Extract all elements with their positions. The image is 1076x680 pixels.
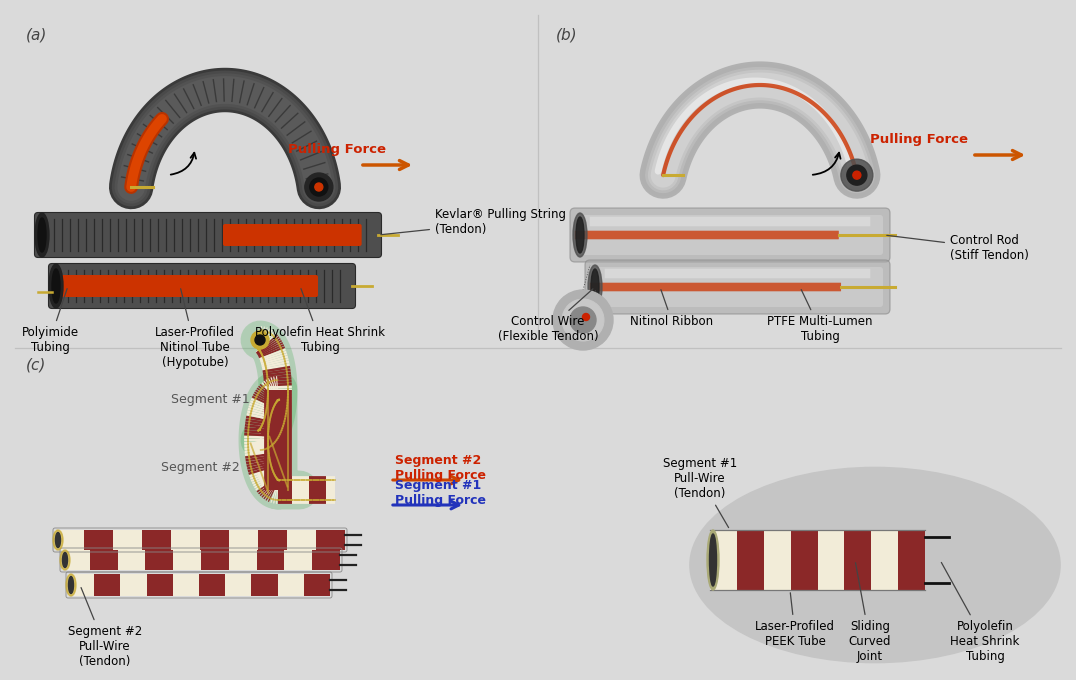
Bar [872, 530, 898, 590]
Text: (b): (b) [556, 28, 578, 43]
FancyBboxPatch shape [590, 217, 870, 226]
Bar [142, 530, 171, 550]
Text: Kevlar® Pulling String
(Tendon): Kevlar® Pulling String (Tendon) [381, 208, 566, 236]
Bar [303, 574, 330, 596]
Ellipse shape [60, 550, 70, 570]
Ellipse shape [56, 532, 60, 547]
Bar [284, 550, 312, 570]
Bar [89, 550, 117, 570]
Bar [55, 530, 84, 550]
FancyBboxPatch shape [223, 224, 362, 246]
Bar [710, 530, 737, 590]
Ellipse shape [69, 577, 73, 594]
Bar [173, 550, 201, 570]
Text: (a): (a) [26, 28, 47, 43]
FancyBboxPatch shape [592, 267, 883, 307]
Bar [229, 550, 256, 570]
Text: PTFE Multi-Lumen
Tubing: PTFE Multi-Lumen Tubing [767, 290, 873, 343]
Text: Control Wire
(Flexible Tendon): Control Wire (Flexible Tendon) [498, 289, 598, 343]
Text: Polyolefin Heat Shrink
Tubing: Polyolefin Heat Shrink Tubing [255, 288, 385, 354]
Bar [278, 574, 303, 596]
FancyBboxPatch shape [48, 263, 355, 309]
FancyBboxPatch shape [49, 275, 318, 297]
Text: Segment #2
Pulling Force: Segment #2 Pulling Force [395, 454, 486, 482]
FancyBboxPatch shape [605, 269, 870, 278]
Bar [84, 530, 113, 550]
Text: Pulling Force: Pulling Force [288, 143, 386, 156]
Bar [737, 530, 764, 590]
Ellipse shape [53, 530, 63, 550]
Text: Segment #1: Segment #1 [171, 394, 250, 407]
Text: Segment #2: Segment #2 [160, 462, 239, 475]
Bar [256, 550, 284, 570]
Ellipse shape [52, 269, 60, 303]
Text: Polyimide
Tubing: Polyimide Tubing [22, 288, 79, 354]
Bar [312, 550, 340, 570]
Text: (c): (c) [26, 358, 46, 373]
Circle shape [305, 173, 332, 201]
Bar [252, 574, 278, 596]
Circle shape [315, 183, 323, 191]
Circle shape [840, 159, 873, 191]
Bar [898, 530, 925, 590]
Ellipse shape [62, 552, 68, 568]
Bar [225, 574, 252, 596]
Ellipse shape [49, 264, 63, 308]
Bar [764, 530, 791, 590]
Circle shape [853, 171, 861, 179]
Bar [287, 530, 316, 550]
Ellipse shape [36, 213, 49, 257]
Bar [200, 530, 229, 550]
FancyBboxPatch shape [577, 215, 883, 255]
Text: Laser-Profiled
Nitinol Tube
(Hypotube): Laser-Profiled Nitinol Tube (Hypotube) [155, 289, 235, 369]
Bar [791, 530, 818, 590]
Bar [117, 550, 145, 570]
Circle shape [847, 165, 867, 185]
Bar [113, 530, 142, 550]
Ellipse shape [66, 574, 76, 596]
Text: Segment #1
Pulling Force: Segment #1 Pulling Force [395, 479, 486, 507]
Bar [62, 550, 89, 570]
Bar [121, 574, 146, 596]
Circle shape [582, 313, 590, 320]
Circle shape [562, 299, 604, 341]
Text: Nitinol Ribbon: Nitinol Ribbon [631, 290, 713, 328]
Ellipse shape [709, 534, 717, 586]
Bar [229, 530, 258, 550]
FancyBboxPatch shape [585, 260, 890, 314]
Bar [68, 574, 95, 596]
Text: Segment #2
Pull-Wire
(Tendon): Segment #2 Pull-Wire (Tendon) [68, 588, 142, 668]
Text: Laser-Profiled
PEEK Tube: Laser-Profiled PEEK Tube [755, 593, 835, 648]
Text: Control Rod
(Stiff Tendon): Control Rod (Stiff Tendon) [887, 234, 1029, 262]
Bar [173, 574, 199, 596]
Bar [818, 530, 845, 590]
FancyBboxPatch shape [575, 231, 839, 239]
Circle shape [553, 290, 613, 350]
Bar [146, 574, 173, 596]
Circle shape [255, 335, 265, 345]
Circle shape [251, 331, 269, 349]
Ellipse shape [591, 269, 599, 305]
Text: Polyolefin
Heat Shrink
Tubing: Polyolefin Heat Shrink Tubing [942, 562, 1020, 663]
Bar [199, 574, 225, 596]
FancyBboxPatch shape [570, 208, 890, 262]
Ellipse shape [587, 265, 601, 309]
Bar [95, 574, 121, 596]
Ellipse shape [574, 213, 587, 257]
Bar [171, 530, 200, 550]
Text: Segment #1
Pull-Wire
(Tendon): Segment #1 Pull-Wire (Tendon) [663, 457, 737, 528]
Bar [258, 530, 287, 550]
Ellipse shape [707, 530, 719, 590]
Bar [201, 550, 229, 570]
Text: Sliding
Curved
Joint: Sliding Curved Joint [849, 563, 891, 663]
Ellipse shape [38, 218, 46, 252]
Bar [316, 530, 345, 550]
Bar [845, 530, 872, 590]
Circle shape [310, 178, 328, 196]
Circle shape [570, 307, 596, 333]
FancyBboxPatch shape [34, 212, 382, 258]
Ellipse shape [576, 217, 584, 253]
FancyBboxPatch shape [590, 283, 841, 291]
Bar [145, 550, 173, 570]
